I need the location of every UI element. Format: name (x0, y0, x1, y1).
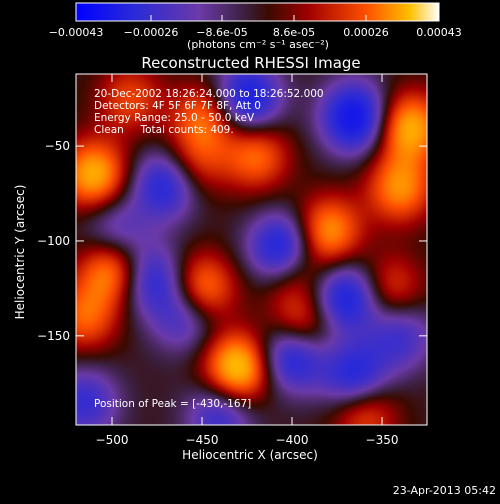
colorbar-tick-label: 8.6e-05 (273, 26, 315, 39)
x-axis-ticks: −500 −450 −400 −350 (96, 74, 399, 447)
plot-frame (75, 73, 428, 426)
heatmap-raster (76, 74, 427, 425)
x-tick-label: −500 (96, 433, 129, 447)
info-clean-counts: Clean Total counts: 409. (94, 124, 234, 136)
y-axis-label: Heliocentric Y (arcsec) (13, 185, 27, 320)
heatmap-image (76, 74, 427, 425)
colorbar-tick-label: −8.6e-05 (196, 26, 247, 39)
x-axis-label: Heliocentric X (arcsec) (182, 448, 318, 462)
peak-position-label: Position of Peak = [-430,-167] (94, 398, 251, 410)
y-tick-label: −150 (37, 329, 70, 343)
info-energy-range: Energy Range: 25.0 - 50.0 keV (94, 112, 255, 124)
y-axis-ticks: −50 −100 −150 (37, 139, 427, 343)
info-time-range: 20-Dec-2002 18:26:24.000 to 18:26:52.000 (94, 88, 324, 100)
colorbar-ticks: −0.00043 −0.00026 −8.6e-05 8.6e-05 0.00026 0.… (49, 15, 462, 39)
colorbar-tick-label: −0.00026 (124, 26, 179, 39)
x-tick-label: −350 (366, 433, 399, 447)
colorbar-unit-label: (photons cm⁻² s⁻¹ asec⁻²) (187, 38, 329, 51)
colorbar-tick-label: 0.00043 (416, 26, 462, 39)
observation-info: 20-Dec-2002 18:26:24.000 to 18:26:52.000… (94, 88, 324, 136)
colorbar: −0.00043 −0.00026 −8.6e-05 8.6e-05 0.00026 0.… (49, 2, 462, 51)
colorbar-tick-label: −0.00043 (49, 26, 104, 39)
y-tick-label: −50 (45, 139, 70, 153)
colorbar-gradient (75, 2, 440, 22)
y-tick-label: −100 (37, 234, 70, 248)
footer-timestamp: 23-Apr-2013 05:42 (393, 484, 496, 497)
chart-title: Reconstructed RHESSI Image (141, 54, 360, 72)
info-detectors: Detectors: 4F 5F 6F 7F 8F, Att 0 (94, 100, 261, 112)
x-tick-label: −450 (186, 433, 219, 447)
colorbar-tick-label: 0.00026 (343, 26, 389, 39)
x-tick-label: −400 (276, 433, 309, 447)
